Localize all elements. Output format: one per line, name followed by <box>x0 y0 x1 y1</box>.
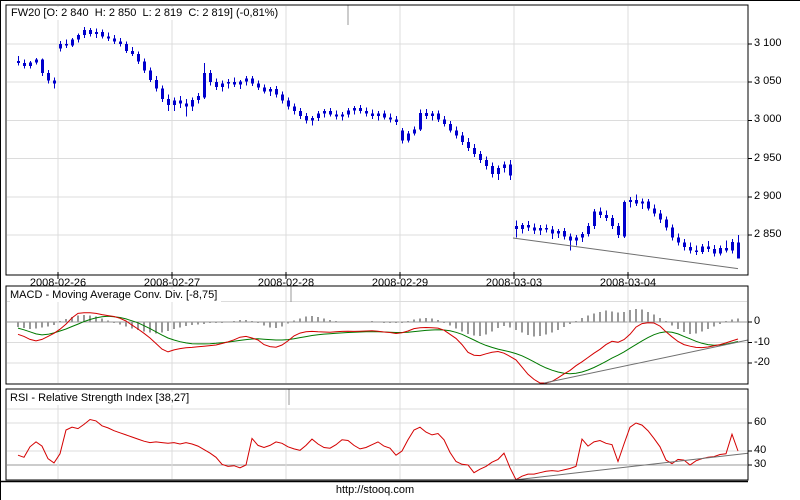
date-axis-label: 2008-02-29 <box>371 277 429 289</box>
macd-axis-label: -10 <box>754 335 770 348</box>
macd-axis-label: 0 <box>754 315 761 327</box>
date-axis-label: 2008-02-28 <box>257 277 315 289</box>
price-panel-border <box>5 4 749 276</box>
price-panel-title: FW20 [O: 2 840 H: 2 850 L: 2 819 C: 2 81… <box>11 7 283 20</box>
rsi-line <box>17 418 739 481</box>
price-grid <box>7 6 747 274</box>
rsi-axis-label: 30 <box>754 458 767 470</box>
rsi-axis-label: 60 <box>754 416 767 428</box>
footer-url: http://stooq.com <box>335 484 415 496</box>
rsi-panel-title: RSI - Relative Strength Index [38,27] <box>10 392 194 405</box>
price-axis-label: 2 850 <box>754 228 782 240</box>
price-trendline <box>512 237 739 270</box>
price-axis-label: 2 900 <box>754 189 782 202</box>
macd-signal-line <box>17 315 739 375</box>
price-axis-label: 3 000 <box>754 113 782 126</box>
macd-histogram <box>17 308 739 337</box>
macd-line <box>17 312 739 384</box>
date-axis-label: 2008-03-04 <box>599 277 657 289</box>
price-axis-label: 2 950 <box>754 151 782 164</box>
macd-panel-title: MACD - Moving Average Conv. Div. [-8,75] <box>10 289 222 302</box>
macd-trendline <box>544 339 749 384</box>
rsi-axis-label: 40 <box>754 444 767 456</box>
candles-group <box>17 27 740 259</box>
price-panel <box>5 4 752 279</box>
macd-axis-label: -20 <box>754 356 770 368</box>
date-axis-label: 2008-02-27 <box>143 277 201 289</box>
macd-panel-border <box>5 285 749 385</box>
rsi-panel-border <box>5 388 749 481</box>
date-axis-label: 2008-03-03 <box>485 277 543 289</box>
price-axis-label: 3 050 <box>754 75 782 88</box>
date-axis-label: 2008-02-26 <box>29 277 87 289</box>
rsi-trendline <box>514 452 749 481</box>
price-axis-label: 3 100 <box>754 37 782 49</box>
rsi-grid <box>7 390 747 479</box>
rsi-panel <box>5 388 752 481</box>
